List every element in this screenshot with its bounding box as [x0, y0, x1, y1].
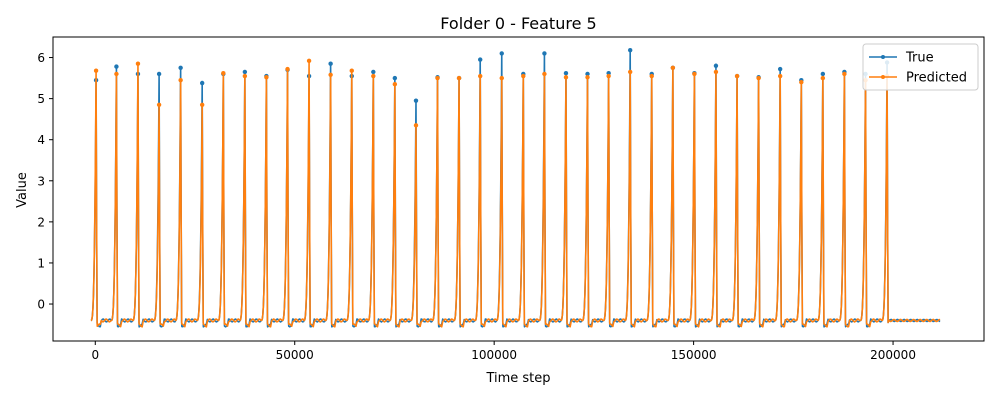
peak-point-true [114, 64, 119, 69]
peak-point-predicted [242, 73, 248, 79]
peak-point-true [199, 80, 205, 86]
peak-point-predicted [392, 82, 398, 87]
peak-point-predicted [199, 102, 205, 107]
x-tick-label: 150000 [671, 348, 717, 362]
legend-label-true: True [905, 51, 934, 66]
y-axis-label: Value [15, 172, 30, 208]
peak-point-predicted [114, 71, 119, 77]
legend-box [862, 43, 979, 91]
y-axis: 0 1 2 3 4 5 6 [37, 51, 53, 312]
peak-point-predicted [456, 75, 462, 81]
peak-point-predicted [820, 75, 826, 81]
peak-point-predicted [627, 69, 633, 75]
peak-point-predicted [734, 73, 740, 79]
x-tick-label: 200000 [870, 348, 916, 362]
x-axis: 0 50000 100000 150000 200000 [91, 341, 916, 362]
peak-point-true [413, 98, 419, 103]
peak-point-true [478, 57, 483, 62]
peak-point-predicted [371, 73, 376, 79]
legend: True Predicted [862, 43, 979, 91]
peak-point-predicted [713, 69, 719, 75]
peak-point-predicted [349, 68, 354, 73]
y-tick-label: 4 [37, 133, 45, 147]
peak-point-predicted [306, 58, 312, 64]
peak-point-predicted [649, 73, 654, 79]
peak-point-predicted [692, 71, 697, 77]
peak-point-predicted [542, 71, 547, 77]
peak-point-predicted [285, 66, 290, 72]
peak-point-predicted [756, 75, 761, 81]
chart-title: Folder 0 - Feature 5 [440, 14, 596, 33]
peak-point-predicted [478, 73, 483, 79]
y-tick-label: 3 [37, 174, 45, 188]
peak-point-predicted [221, 70, 226, 76]
peak-point-true [392, 75, 398, 81]
peak-point-predicted [521, 73, 526, 79]
peak-point-true [713, 63, 719, 68]
x-tick-label: 0 [91, 348, 99, 362]
peak-point-predicted [563, 75, 569, 80]
peak-point-predicted [264, 75, 269, 80]
y-tick-label: 6 [37, 51, 45, 65]
peak-point-predicted [670, 65, 676, 71]
peak-point-true [156, 71, 162, 77]
peak-point-predicted [585, 75, 590, 80]
peak-point-true [242, 69, 248, 75]
peak-point-true [563, 70, 569, 76]
y-tick-label: 0 [37, 298, 45, 312]
x-axis-label: Time step [485, 371, 550, 386]
peak-point-predicted [178, 77, 183, 83]
peak-point-true [328, 61, 333, 66]
peak-point-true [499, 51, 504, 56]
y-tick-label: 1 [37, 256, 45, 270]
x-tick-label: 50000 [276, 348, 314, 362]
peak-point-predicted [93, 68, 99, 73]
y-tick-label: 5 [37, 92, 45, 106]
peak-point-predicted [606, 73, 611, 79]
peak-point-true [178, 65, 183, 71]
x-tick-label: 100000 [471, 348, 517, 362]
peak-point-predicted [842, 71, 847, 77]
peak-point-true [585, 71, 590, 77]
peak-point-predicted [156, 102, 162, 107]
peak-point-true [820, 71, 826, 77]
peak-point-predicted [799, 79, 804, 85]
legend-marker-true [881, 55, 885, 59]
legend-marker-predicted [881, 75, 885, 79]
plot-frame [52, 36, 985, 342]
peak-point-true [627, 47, 633, 53]
peak-point-predicted [328, 72, 333, 77]
peak-point-predicted [135, 61, 141, 66]
series-layer [90, 47, 941, 328]
peak-point-true [777, 66, 783, 72]
peak-point-predicted [777, 73, 783, 79]
y-tick-label: 2 [37, 215, 45, 229]
peak-point-predicted [435, 75, 440, 81]
series-line-predicted [90, 60, 941, 328]
peak-point-true [542, 51, 547, 56]
legend-label-predicted: Predicted [906, 71, 967, 86]
peak-point-predicted [499, 75, 504, 81]
peak-point-predicted [413, 123, 419, 128]
peak-point-true [371, 69, 376, 75]
